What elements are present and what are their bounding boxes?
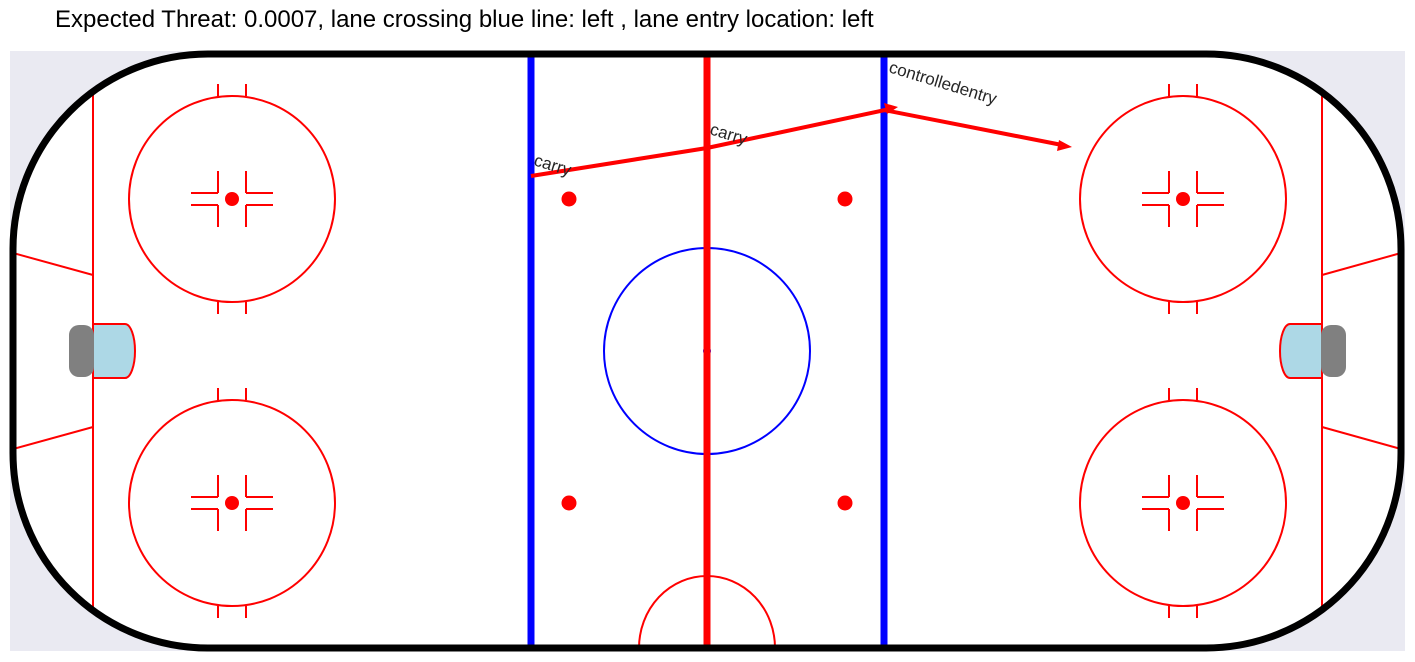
- neutral-faceoff-dot: [838, 496, 852, 510]
- faceoff-dot: [1176, 192, 1190, 206]
- right-goal-crease: [1280, 324, 1322, 378]
- left-goal-net: [69, 325, 94, 377]
- faceoff-dot: [1176, 496, 1190, 510]
- left-goal-crease: [93, 324, 135, 378]
- neutral-faceoff-dot: [838, 192, 852, 206]
- neutral-faceoff-dot: [562, 192, 576, 206]
- right-goal-net: [1321, 325, 1346, 377]
- faceoff-dot: [225, 192, 239, 206]
- faceoff-dot: [225, 496, 239, 510]
- neutral-faceoff-dot: [562, 496, 576, 510]
